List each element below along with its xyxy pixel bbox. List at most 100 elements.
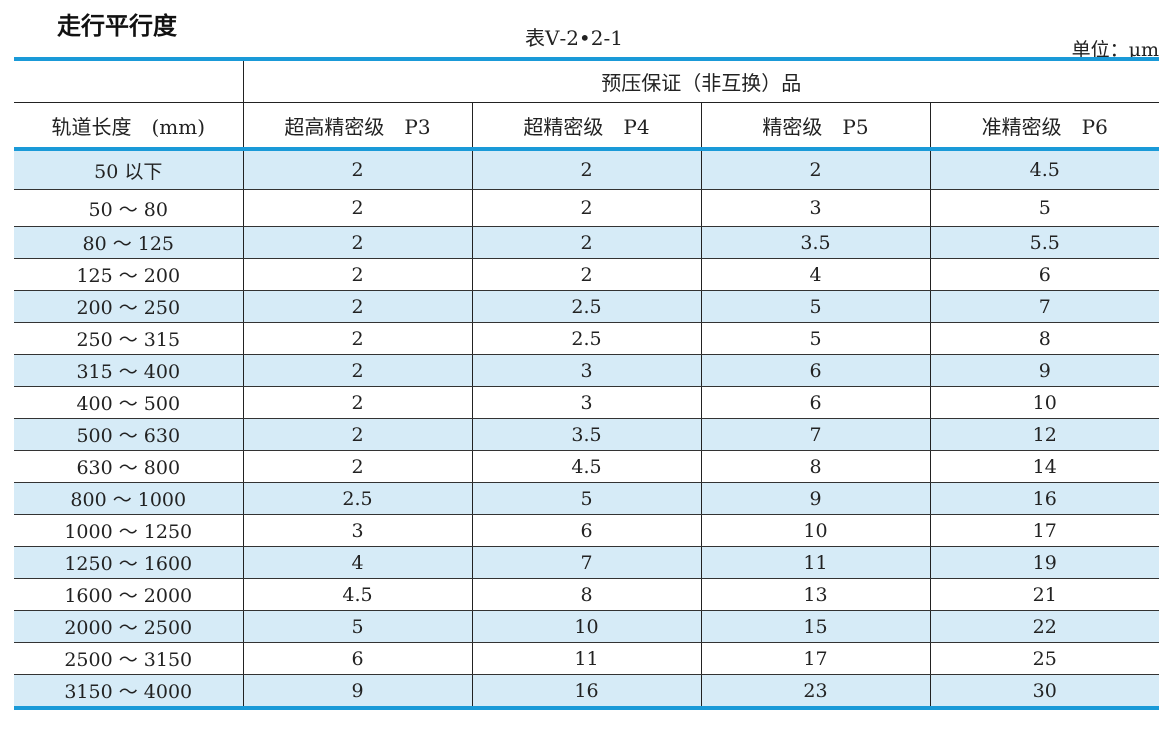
- table-row: 630 ～ 800 2 4.5 8 14: [14, 450, 1159, 483]
- table-row: 800 ～ 1000 2.5 5 9 16: [14, 482, 1159, 515]
- p6-cell: 30: [929, 674, 1159, 708]
- p5-cell: 9: [700, 482, 930, 515]
- p4-cell: 3: [471, 354, 701, 387]
- p3-cell: 2: [242, 258, 472, 291]
- p3-cell: 4: [242, 546, 472, 579]
- rail-length-cell: 1250 ～ 1600: [14, 546, 243, 579]
- rail-length-cell: 1000 ～ 1250: [14, 514, 243, 547]
- p5-cell: 11: [700, 546, 930, 579]
- p3-cell: 3: [242, 514, 472, 547]
- p6-cell: 14: [929, 450, 1159, 483]
- table-row: 1000 ～ 1250 3 6 10 17: [14, 514, 1159, 547]
- col-header-rail-length: 轨道长度 (mm): [14, 102, 243, 151]
- p6-cell: 22: [929, 610, 1159, 643]
- table-row: 200 ～ 250 2 2.5 5 7: [14, 290, 1159, 323]
- p4-cell: 2.5: [471, 290, 701, 323]
- table-body: 50 以下 2 2 2 4.5 50 ～ 80 2 2 3 5 80 ～ 125 2 2 3.5 5.5 12…: [14, 149, 1159, 708]
- table-row: 1250 ～ 1600 4 7 11 19: [14, 546, 1159, 579]
- parallelism-table: 预压保证（非互换）品 轨道长度 (mm) 超高精密级 P3 超精密级 P4 精密…: [14, 57, 1159, 710]
- p3-cell: 2: [242, 189, 472, 227]
- p4-cell: 3: [471, 386, 701, 419]
- p3-cell: 2: [242, 386, 472, 419]
- p4-cell: 4.5: [471, 450, 701, 483]
- p4-cell: 2: [471, 258, 701, 291]
- rail-length-cell: 800 ～ 1000: [14, 482, 243, 515]
- rail-length-cell: 2000 ～ 2500: [14, 610, 243, 643]
- p3-cell: 5: [242, 610, 472, 643]
- p6-cell: 12: [929, 418, 1159, 451]
- p6-cell: 17: [929, 514, 1159, 547]
- col-header-p4: 超精密级 P4: [471, 102, 701, 151]
- p6-cell: 4.5: [929, 149, 1159, 190]
- p5-cell: 7: [700, 418, 930, 451]
- p4-cell: 5: [471, 482, 701, 515]
- col-header-p5: 精密级 P5: [700, 102, 930, 151]
- page-title: 走行平行度: [57, 12, 177, 40]
- rail-length-cell: 125 ～ 200: [14, 258, 243, 291]
- p4-cell: 16: [471, 674, 701, 708]
- table-row: 50 ～ 80 2 2 3 5: [14, 189, 1159, 227]
- p5-cell: 6: [700, 354, 930, 387]
- col-header-p6: 准精密级 P6: [929, 102, 1159, 151]
- rail-length-cell: 3150 ～ 4000: [14, 674, 243, 708]
- table-row: 125 ～ 200 2 2 4 6: [14, 258, 1159, 291]
- p6-cell: 5: [929, 189, 1159, 227]
- p3-cell: 2: [242, 322, 472, 355]
- p3-cell: 2: [242, 226, 472, 259]
- p5-cell: 6: [700, 386, 930, 419]
- p3-cell: 2: [242, 149, 472, 190]
- p6-cell: 5.5: [929, 226, 1159, 259]
- col-header-p3: 超高精密级 P3: [242, 102, 472, 151]
- p5-cell: 5: [700, 322, 930, 355]
- rail-length-cell: 500 ～ 630: [14, 418, 243, 451]
- p4-cell: 2.5: [471, 322, 701, 355]
- table-row: 2000 ～ 2500 5 10 15 22: [14, 610, 1159, 643]
- rail-length-cell: 1600 ～ 2000: [14, 578, 243, 611]
- table-row: 500 ～ 630 2 3.5 7 12: [14, 418, 1159, 451]
- rail-length-cell: 630 ～ 800: [14, 450, 243, 483]
- p6-cell: 6: [929, 258, 1159, 291]
- p5-cell: 13: [700, 578, 930, 611]
- p3-cell: 9: [242, 674, 472, 708]
- p6-cell: 8: [929, 322, 1159, 355]
- p4-cell: 2: [471, 189, 701, 227]
- p6-cell: 19: [929, 546, 1159, 579]
- p6-cell: 9: [929, 354, 1159, 387]
- p4-cell: 2: [471, 226, 701, 259]
- table-row: 80 ～ 125 2 2 3.5 5.5: [14, 226, 1159, 259]
- p4-cell: 11: [471, 642, 701, 675]
- p5-cell: 4: [700, 258, 930, 291]
- p6-cell: 21: [929, 578, 1159, 611]
- table-row: 315 ～ 400 2 3 6 9: [14, 354, 1159, 387]
- p3-cell: 2: [242, 450, 472, 483]
- table-number-label: 表Ⅴ-2•2-1: [525, 26, 623, 50]
- p3-cell: 2: [242, 290, 472, 323]
- rail-length-cell: 50 以下: [14, 149, 243, 190]
- p4-cell: 10: [471, 610, 701, 643]
- p6-cell: 10: [929, 386, 1159, 419]
- rail-length-cell: 80 ～ 125: [14, 226, 243, 259]
- p5-cell: 17: [700, 642, 930, 675]
- p3-cell: 4.5: [242, 578, 472, 611]
- p5-cell: 8: [700, 450, 930, 483]
- table-row: 250 ～ 315 2 2.5 5 8: [14, 322, 1159, 355]
- p5-cell: 3: [700, 189, 930, 227]
- table-row: 1600 ～ 2000 4.5 8 13 21: [14, 578, 1159, 611]
- p6-cell: 25: [929, 642, 1159, 675]
- rail-length-cell: 315 ～ 400: [14, 354, 243, 387]
- p4-cell: 7: [471, 546, 701, 579]
- p3-cell: 2: [242, 418, 472, 451]
- p4-cell: 8: [471, 578, 701, 611]
- p5-cell: 5: [700, 290, 930, 323]
- p5-cell: 3.5: [700, 226, 930, 259]
- p5-cell: 10: [700, 514, 930, 547]
- p4-cell: 6: [471, 514, 701, 547]
- p3-cell: 6: [242, 642, 472, 675]
- p4-cell: 3.5: [471, 418, 701, 451]
- rail-length-cell: 2500 ～ 3150: [14, 642, 243, 675]
- p3-cell: 2: [242, 354, 472, 387]
- rail-length-cell: 200 ～ 250: [14, 290, 243, 323]
- rail-length-cell: 50 ～ 80: [14, 189, 243, 227]
- p3-cell: 2.5: [242, 482, 472, 515]
- p5-cell: 15: [700, 610, 930, 643]
